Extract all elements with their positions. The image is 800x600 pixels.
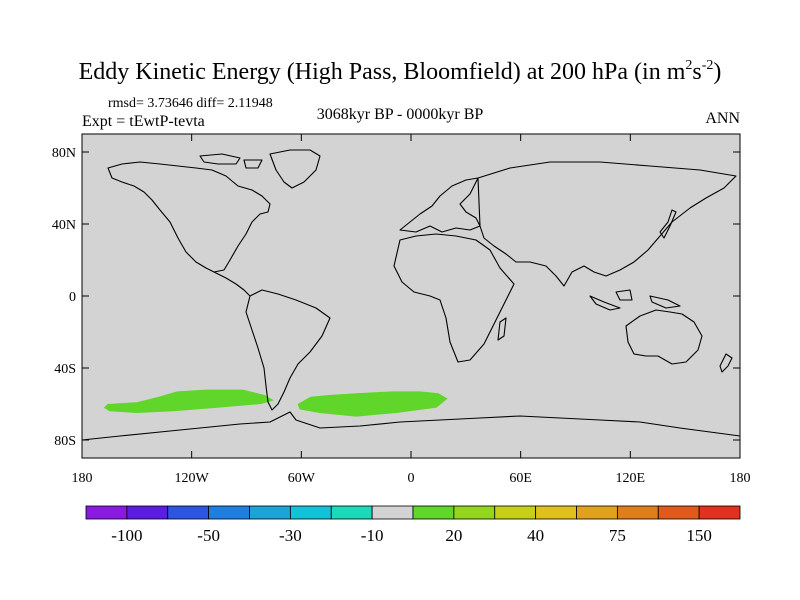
colorbar-swatch xyxy=(330,505,373,520)
colorbar-swatch xyxy=(453,505,496,520)
lon-tick-label: 0 xyxy=(408,471,415,486)
rmsd-diff-label: rmsd= 3.73646 diff= 2.11948 xyxy=(108,96,273,111)
colorbar-swatch xyxy=(535,505,577,520)
lon-tick-label: 120W xyxy=(175,471,210,486)
lat-tick-label: 40N xyxy=(52,218,76,233)
coastline-europe xyxy=(399,177,481,233)
coastline-central-america xyxy=(213,271,251,297)
colorbar: -100 -50 -30 -10 20 40 75 150 xyxy=(85,505,741,545)
map-title: Eddy Kinetic Energy (High Pass, Bloomfie… xyxy=(78,58,722,85)
colorbar-label: -10 xyxy=(361,526,384,545)
season-label: ANN xyxy=(705,110,740,127)
lon-tick-label: 180 xyxy=(72,471,93,486)
colorbar-swatch xyxy=(616,505,659,520)
anomaly-layer xyxy=(103,389,448,417)
colorbar-swatch xyxy=(576,505,618,520)
colorbar-swatch xyxy=(371,505,414,520)
coastline-japan xyxy=(659,209,677,239)
lat-tick-label: 80S xyxy=(54,434,76,449)
coastline-africa xyxy=(393,233,515,363)
colorbar-swatch xyxy=(167,505,210,520)
colorbar-swatch xyxy=(289,505,332,520)
colorbar-label: -100 xyxy=(111,526,142,545)
south-atlantic-positive-anomaly xyxy=(297,391,448,417)
lon-tick-label: 180 xyxy=(730,471,751,486)
lat-tick-label: 0 xyxy=(69,290,76,305)
colorbar-swatch xyxy=(208,505,250,520)
coastline-new-zealand xyxy=(719,353,733,373)
lat-tick-label: 80N xyxy=(52,146,76,161)
lat-tick-label: 40S xyxy=(54,362,76,377)
colorbar-swatch xyxy=(249,505,291,520)
colorbar-swatch xyxy=(494,505,537,520)
colorbar-swatch xyxy=(412,505,455,520)
coastline-asia xyxy=(477,161,737,287)
colorbar-swatch xyxy=(126,505,169,520)
coastline-antarctica xyxy=(82,411,740,441)
coastline-south-america xyxy=(245,289,331,411)
lon-tick-label: 120E xyxy=(616,471,646,486)
coastline-arctic-islands xyxy=(199,153,263,169)
experiment-label: Expt = tEwtP-tevta xyxy=(82,113,205,130)
coastline-north-america xyxy=(107,161,271,273)
coastlines xyxy=(82,149,740,441)
lon-tick-label: 60E xyxy=(509,471,532,486)
period-label: 3068kyr BP - 0000kyr BP xyxy=(316,106,484,123)
colorbar-label: -50 xyxy=(197,526,220,545)
coastline-greenland xyxy=(269,149,321,189)
lon-tick-label: 60W xyxy=(288,471,316,486)
south-pacific-positive-anomaly xyxy=(103,389,274,413)
colorbar-label: -30 xyxy=(279,526,302,545)
colorbar-swatch xyxy=(85,505,128,520)
coastline-australia xyxy=(625,309,703,365)
colorbar-label: 20 xyxy=(445,526,462,545)
colorbar-label: 75 xyxy=(609,526,626,545)
axis-ticks: 80N 40N 0 40S 80S 180 120W 60W 0 60E 120E 180 xyxy=(52,134,751,486)
colorbar-swatch xyxy=(698,505,741,520)
colorbar-swatch xyxy=(657,505,700,520)
coastline-madagascar xyxy=(497,317,507,341)
colorbar-label: 40 xyxy=(527,526,544,545)
colorbar-label: 150 xyxy=(686,526,712,545)
coastline-indonesia xyxy=(589,289,681,311)
